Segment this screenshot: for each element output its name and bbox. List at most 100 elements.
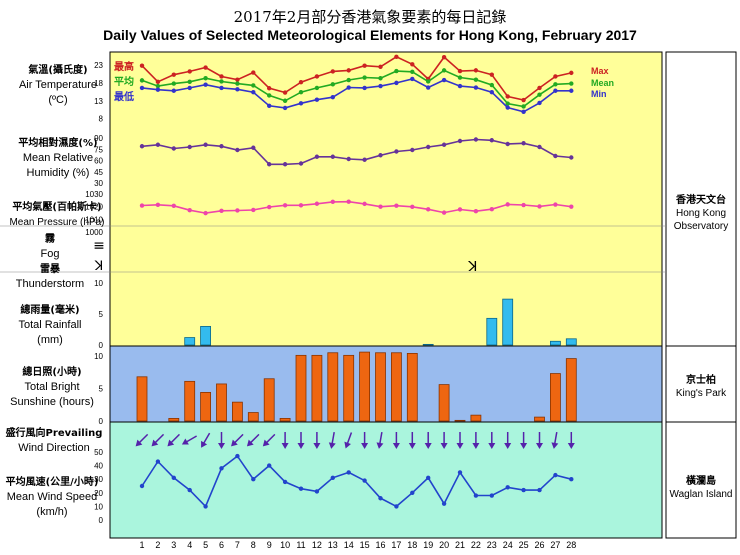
x-tick-label: 25 bbox=[519, 540, 529, 550]
humidity-point bbox=[362, 157, 367, 162]
chart-title-en: Daily Values of Selected Meteorological … bbox=[103, 27, 637, 43]
sunshine-bar bbox=[406, 352, 418, 422]
temperature-max-point bbox=[346, 68, 351, 73]
temperature-mean-point bbox=[569, 81, 574, 86]
wind-direction-arrow bbox=[392, 432, 400, 449]
humidity-point bbox=[378, 153, 383, 158]
temperature-mean-point bbox=[553, 82, 558, 87]
humidity-point bbox=[298, 161, 304, 166]
temperature-mean-point bbox=[251, 83, 256, 88]
pressure-point bbox=[282, 203, 288, 208]
humidity-point bbox=[394, 149, 399, 154]
humidity-point bbox=[155, 142, 161, 147]
humidity-point bbox=[203, 142, 208, 147]
wind-direction-arrow bbox=[376, 431, 384, 449]
rainfall-bar bbox=[550, 340, 561, 346]
legend-max-cn: 最高 bbox=[114, 60, 134, 73]
temperature-min-point bbox=[139, 85, 145, 91]
wind-direction-arrow bbox=[313, 432, 321, 449]
x-tick-label: 18 bbox=[407, 540, 417, 550]
wind-direction-arrow bbox=[551, 431, 559, 449]
pressure-point bbox=[155, 202, 161, 207]
wind-direction-arrow bbox=[181, 435, 198, 445]
x-tick-label: 14 bbox=[344, 540, 354, 550]
pressure-point bbox=[298, 203, 304, 208]
wind-direction-arrow bbox=[504, 432, 512, 449]
humidity-tick-label: 90 bbox=[94, 134, 103, 143]
wind-speed-point bbox=[521, 487, 526, 493]
wind-direction-arrow bbox=[344, 432, 353, 449]
pressure-line bbox=[141, 200, 572, 214]
pressure-point bbox=[441, 210, 447, 215]
pressure-tick-label: 1030 bbox=[85, 190, 103, 199]
temperature-max-point bbox=[505, 94, 510, 99]
humidity-tick-label: 30 bbox=[94, 179, 103, 188]
wind-speed-point bbox=[346, 470, 351, 475]
temperature-min-point bbox=[378, 83, 383, 89]
temperature-tick-label: 8 bbox=[99, 115, 104, 124]
temperature-min-point bbox=[330, 94, 335, 100]
x-tick-label: 10 bbox=[280, 540, 290, 550]
wind-direction-arrow bbox=[151, 433, 165, 447]
hko-panel-bg bbox=[109, 51, 663, 347]
sunshine-bar bbox=[184, 380, 196, 422]
temperature-max-point bbox=[298, 79, 304, 85]
x-tick-label: 5 bbox=[203, 540, 208, 550]
chart-title-cn: 2017年2月部分香港氣象要素的每日記錄 bbox=[233, 8, 507, 26]
legend-mean-cn: 平均 bbox=[114, 75, 134, 88]
wind-direction-arrow bbox=[424, 432, 432, 449]
temperature-max-point bbox=[553, 74, 558, 79]
temperature-max-point bbox=[441, 54, 447, 60]
wind-speed-tick-label: 10 bbox=[94, 502, 103, 511]
pressure-point bbox=[489, 207, 494, 212]
sunshine-bar bbox=[311, 354, 323, 422]
wind-speed-point bbox=[505, 485, 510, 490]
pressure-point bbox=[394, 203, 399, 208]
rainfall-bar bbox=[502, 298, 514, 346]
pressure-point bbox=[521, 202, 526, 208]
wind-direction-label: 盛行風向Prevailing Wind Direction bbox=[5, 428, 103, 454]
temperature-mean-point bbox=[187, 79, 192, 85]
humidity-line bbox=[141, 138, 572, 166]
sunshine-bar bbox=[550, 373, 561, 422]
wind-direction-arrow bbox=[536, 432, 543, 449]
wind-direction-arrow bbox=[246, 433, 260, 447]
temperature-mean-point bbox=[235, 81, 240, 86]
sunshine-bar bbox=[136, 376, 148, 422]
rainfall-bar bbox=[486, 317, 498, 346]
temperature-mean-point bbox=[394, 68, 399, 74]
humidity-point bbox=[346, 156, 351, 162]
temperature-max-point bbox=[251, 70, 256, 75]
humidity-point bbox=[139, 144, 145, 149]
x-tick-label: 27 bbox=[550, 540, 560, 550]
thunderstorm-day-marker: ꓘ bbox=[467, 259, 477, 275]
rainfall-bar bbox=[565, 338, 577, 346]
x-tick-label: 24 bbox=[503, 540, 513, 550]
x-tick-label: 11 bbox=[296, 540, 305, 550]
temperature-min-point bbox=[553, 88, 558, 93]
temperature-tick-label: 13 bbox=[94, 97, 103, 106]
sunshine-bar bbox=[534, 416, 545, 422]
humidity-point bbox=[426, 144, 431, 150]
wind-speed-point bbox=[171, 475, 176, 481]
wind-direction-arrow bbox=[297, 432, 305, 449]
pressure-point bbox=[219, 208, 224, 214]
pressure-point bbox=[553, 202, 558, 207]
temperature-label: 氣溫(攝氏度) Air Temperature (ºC) bbox=[18, 65, 98, 106]
pressure-point bbox=[139, 203, 145, 208]
humidity-point bbox=[314, 154, 320, 159]
wind-direction-arrow bbox=[135, 433, 149, 447]
humidity-point bbox=[521, 141, 526, 146]
station-kings-park-label: 京士柏 King's Park bbox=[675, 375, 727, 399]
pressure-point bbox=[537, 204, 542, 209]
temperature-mean-point bbox=[473, 77, 479, 82]
x-tick-label: 19 bbox=[423, 540, 433, 550]
wind-speed-point bbox=[441, 501, 447, 506]
legend-min: Min bbox=[591, 89, 607, 99]
humidity-point bbox=[441, 142, 447, 147]
x-tick-label: 8 bbox=[251, 540, 256, 550]
sunshine-bar bbox=[343, 354, 355, 422]
wind-speed-line bbox=[141, 454, 572, 508]
pressure-point bbox=[569, 204, 574, 209]
